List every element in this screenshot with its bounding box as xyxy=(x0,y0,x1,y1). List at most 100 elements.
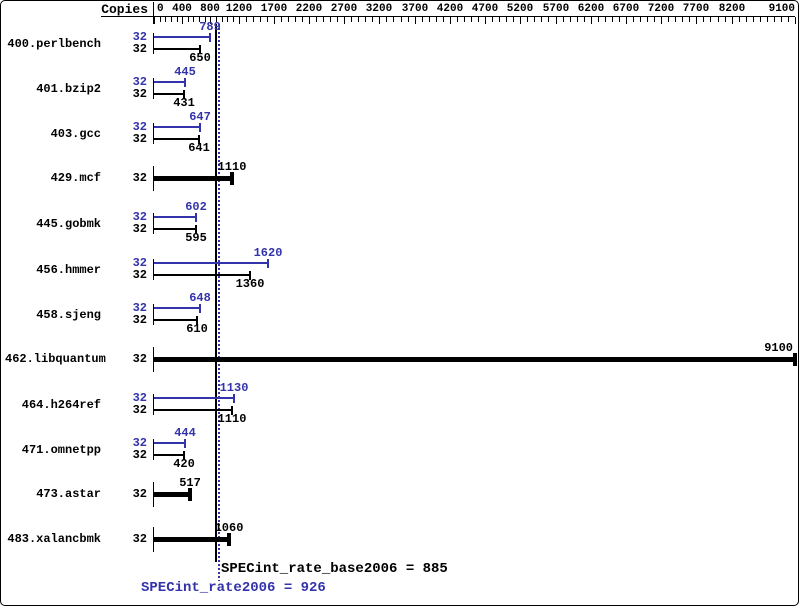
base-bar-endcap xyxy=(249,271,251,280)
base-bar xyxy=(154,93,184,95)
axis-minor-tick xyxy=(358,17,359,22)
base-reference-line xyxy=(215,24,217,562)
benchmark-name: 471.omnetpp xyxy=(21,443,101,457)
axis-major-tick xyxy=(485,17,486,24)
copies-value: 32 xyxy=(132,532,147,546)
base-bar xyxy=(154,274,250,276)
row-bracket-line xyxy=(153,482,154,507)
axis-tick-label: 9100 xyxy=(768,3,795,15)
axis-major-tick xyxy=(309,17,310,24)
copies-value-base: 32 xyxy=(132,87,147,101)
base-bar xyxy=(154,228,196,230)
bar-value-label: 1110 xyxy=(217,412,247,426)
bar-value-label: 647 xyxy=(189,110,211,124)
axis-major-tick xyxy=(556,17,557,24)
merged-bar xyxy=(154,492,190,497)
benchmark-name: 445.gobmk xyxy=(36,217,101,231)
axis-minor-tick xyxy=(323,17,324,22)
axis-minor-tick xyxy=(464,17,465,22)
axis-major-tick xyxy=(154,17,155,24)
axis-tick-label: 6200 xyxy=(577,3,605,15)
bar-value-label: 648 xyxy=(189,291,211,305)
row-bracket-line xyxy=(153,439,154,460)
axis-minor-tick xyxy=(506,17,507,22)
axis-tick-label: 7200 xyxy=(647,3,675,15)
peak-bar xyxy=(154,216,196,218)
bar-value-label: 1620 xyxy=(253,246,283,260)
merged-bar xyxy=(154,176,232,181)
axis-minor-tick xyxy=(372,17,373,22)
peak-bar xyxy=(154,126,200,128)
bar-value-label: 610 xyxy=(186,322,208,336)
row-bracket-line xyxy=(153,527,154,552)
axis-minor-tick xyxy=(577,17,578,22)
copies-value-base: 32 xyxy=(132,448,147,462)
peak-bar-endcap xyxy=(199,123,201,132)
bar-value-label: 420 xyxy=(173,457,195,471)
axis-major-tick xyxy=(450,17,451,24)
axis-minor-tick xyxy=(227,17,228,22)
axis-major-tick xyxy=(626,17,627,24)
peak-bar-endcap xyxy=(233,394,235,403)
axis-minor-tick xyxy=(619,17,620,22)
axis-tick-label: 1200 xyxy=(225,3,253,15)
axis-minor-tick xyxy=(295,17,296,22)
bar-value-label: 445 xyxy=(174,65,196,79)
axis-tick-label: 800 xyxy=(200,3,220,15)
merged-bar xyxy=(154,357,795,362)
benchmark-name: 464.h264ref xyxy=(21,398,101,412)
axis-minor-tick xyxy=(205,17,206,22)
axis-minor-tick xyxy=(330,17,331,22)
axis-major-tick xyxy=(379,17,380,24)
row-bracket-line xyxy=(153,213,154,234)
copies-value-base: 32 xyxy=(132,268,147,282)
axis-minor-tick xyxy=(177,17,178,22)
axis-tick-label: 3200 xyxy=(365,3,393,15)
peak-bar-endcap xyxy=(184,78,186,87)
axis-minor-tick xyxy=(710,17,711,22)
bar-value-label: 602 xyxy=(185,200,207,214)
axis-minor-tick xyxy=(351,17,352,22)
copies-column-header: Copies xyxy=(101,2,148,17)
axis-minor-tick xyxy=(612,17,613,22)
bar-value-label: 1060 xyxy=(214,521,244,535)
axis-minor-tick xyxy=(584,17,585,22)
axis-minor-tick xyxy=(160,17,161,22)
row-bracket-line xyxy=(153,78,154,99)
axis-major-tick xyxy=(210,17,211,24)
axis-tick-label: 8200 xyxy=(718,3,746,15)
axis-minor-tick xyxy=(668,17,669,22)
base-bar-endcap xyxy=(183,90,185,99)
axis-minor-tick xyxy=(774,17,775,22)
axis-minor-tick xyxy=(605,17,606,22)
copies-value-peak: 32 xyxy=(132,391,147,405)
axis-minor-tick xyxy=(288,17,289,22)
merged-bar-endcap xyxy=(230,172,234,185)
bar-value-label: 9100 xyxy=(764,341,793,355)
axis-minor-tick xyxy=(253,17,254,22)
row-bracket-line xyxy=(153,347,154,372)
row-bracket-line xyxy=(153,394,154,415)
peak-bar-endcap xyxy=(267,259,269,268)
axis-major-tick xyxy=(344,17,345,24)
copies-value-peak: 32 xyxy=(132,436,147,450)
axis-minor-tick xyxy=(281,17,282,22)
axis-minor-tick xyxy=(689,17,690,22)
axis-minor-tick xyxy=(703,17,704,22)
base-bar xyxy=(154,48,200,50)
bar-value-label: 444 xyxy=(174,426,196,440)
axis-minor-tick xyxy=(527,17,528,22)
base-bar xyxy=(154,409,232,411)
axis-tick-label: 1700 xyxy=(260,3,288,15)
axis-major-tick xyxy=(182,17,183,24)
axis-minor-tick xyxy=(386,17,387,22)
axis-major-tick xyxy=(591,17,592,24)
copies-value-base: 32 xyxy=(132,313,147,327)
axis-minor-tick xyxy=(337,17,338,22)
row-bracket-line xyxy=(153,166,154,191)
copies-value-base: 32 xyxy=(132,42,147,56)
base-metric-text: SPECint_rate_base2006 = 885 xyxy=(221,561,448,577)
axis-minor-tick xyxy=(267,17,268,22)
